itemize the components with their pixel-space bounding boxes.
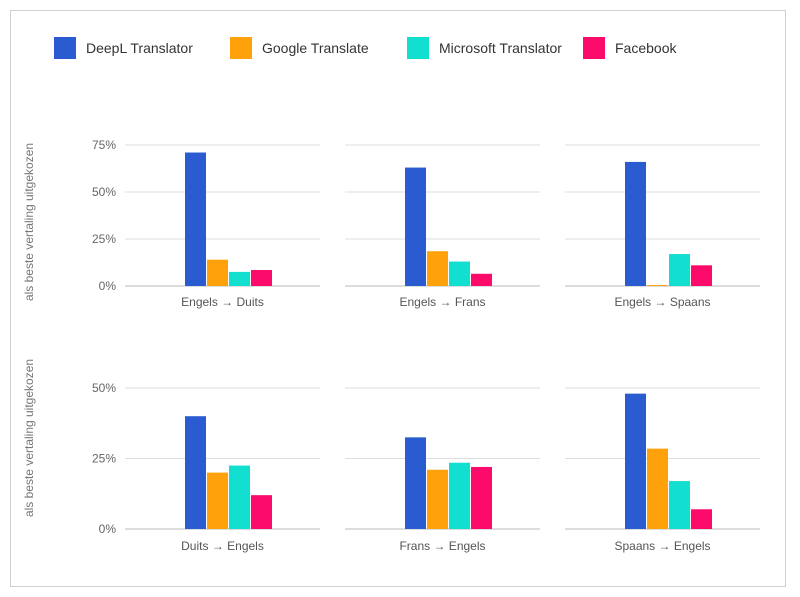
category-label: Spaans → Engels bbox=[614, 539, 710, 553]
bar-microsoft bbox=[229, 271, 250, 286]
bar-google bbox=[427, 251, 448, 286]
bar-deepl bbox=[405, 167, 426, 286]
bar-microsoft bbox=[449, 462, 470, 529]
bar-microsoft bbox=[229, 465, 250, 529]
legend-item-facebook: Facebook bbox=[583, 37, 676, 59]
y-tick-label: 25% bbox=[92, 232, 116, 246]
legend-label-facebook: Facebook bbox=[615, 40, 677, 56]
bar-microsoft bbox=[669, 481, 690, 529]
legend-item-microsoft: Microsoft Translator bbox=[407, 37, 562, 59]
bar-facebook bbox=[251, 495, 272, 529]
bar-google bbox=[207, 472, 228, 529]
bar-deepl bbox=[185, 152, 206, 286]
legend-label-microsoft: Microsoft Translator bbox=[439, 40, 562, 56]
bar-deepl bbox=[625, 393, 646, 529]
bar-facebook bbox=[691, 509, 712, 529]
category-label: Frans → Engels bbox=[399, 539, 485, 553]
legend-item-deepl: DeepL Translator bbox=[54, 37, 193, 59]
legend-label-google: Google Translate bbox=[262, 40, 369, 56]
y-tick-label: 0% bbox=[99, 522, 117, 536]
y-axis-label-row-1: als beste vertaling uitgekozen bbox=[22, 143, 36, 301]
legend-swatch-deepl bbox=[54, 37, 76, 59]
bar-google bbox=[207, 259, 228, 286]
legend-swatch-microsoft bbox=[407, 37, 429, 59]
bar-microsoft bbox=[669, 254, 690, 286]
y-tick-label: 75% bbox=[92, 138, 116, 152]
bar-facebook bbox=[691, 265, 712, 286]
category-label: Engels → Spaans bbox=[614, 295, 710, 309]
y-axis-label-row-2: als beste vertaling uitgekozen bbox=[22, 359, 36, 517]
bar-google bbox=[647, 448, 668, 529]
legend-label-deepl: DeepL Translator bbox=[86, 40, 193, 56]
category-label: Duits → Engels bbox=[181, 539, 264, 553]
legend-swatch-google bbox=[230, 37, 252, 59]
bar-deepl bbox=[405, 437, 426, 529]
bar-deepl bbox=[185, 416, 206, 529]
y-tick-label: 50% bbox=[92, 185, 116, 199]
bar-google bbox=[647, 285, 668, 286]
legend-swatch-facebook bbox=[583, 37, 605, 59]
bar-facebook bbox=[471, 466, 492, 529]
y-tick-label: 0% bbox=[99, 279, 117, 293]
category-label: Engels → Frans bbox=[399, 295, 485, 309]
bar-facebook bbox=[251, 270, 272, 286]
bar-microsoft bbox=[449, 261, 470, 286]
y-tick-label: 25% bbox=[92, 452, 116, 466]
bar-google bbox=[427, 469, 448, 529]
y-tick-label: 50% bbox=[92, 381, 116, 395]
bar-deepl bbox=[625, 161, 646, 286]
bar-facebook bbox=[471, 273, 492, 286]
category-label: Engels → Duits bbox=[181, 295, 264, 309]
legend-item-google: Google Translate bbox=[230, 37, 369, 59]
